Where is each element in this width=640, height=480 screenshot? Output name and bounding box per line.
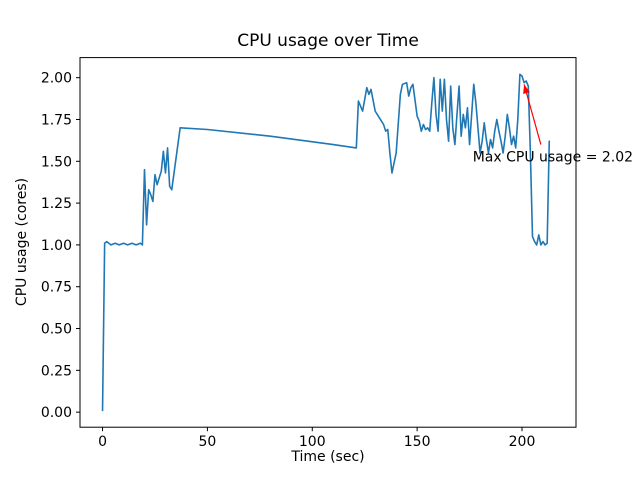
y-tick-label: 0.00 bbox=[41, 405, 72, 421]
x-tick-label: 100 bbox=[299, 434, 326, 450]
annotation-arrow-head bbox=[523, 84, 530, 94]
x-tick-label: 50 bbox=[198, 434, 216, 450]
y-tick-label: 1.50 bbox=[41, 154, 72, 170]
max-annotation-text: Max CPU usage = 2.02 bbox=[473, 149, 633, 165]
annotation-arrow-shaft bbox=[523, 84, 542, 145]
y-tick-label: 0.75 bbox=[41, 280, 72, 296]
y-tick-label: 0.25 bbox=[41, 363, 72, 379]
y-tick-label: 1.75 bbox=[41, 112, 72, 128]
y-tick-label: 0.50 bbox=[41, 322, 72, 338]
y-tick-label: 2.00 bbox=[41, 71, 72, 87]
x-tick-label: 0 bbox=[98, 434, 107, 450]
cpu-usage-line bbox=[101, 73, 551, 412]
y-tick-label: 1.00 bbox=[41, 238, 72, 254]
axes-spines bbox=[79, 57, 577, 428]
x-tick-label: 150 bbox=[404, 434, 431, 450]
x-tick-label: 200 bbox=[509, 434, 536, 450]
chart-title: CPU usage over Time bbox=[237, 31, 419, 51]
x-axis-label: Time (sec) bbox=[291, 449, 365, 465]
y-tick-label: 1.25 bbox=[41, 196, 72, 212]
